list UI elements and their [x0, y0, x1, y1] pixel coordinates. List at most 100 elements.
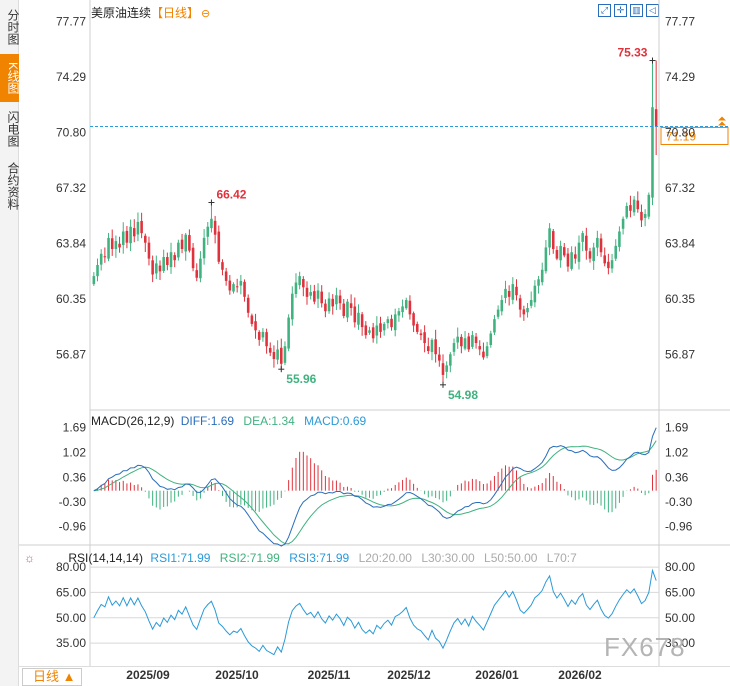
y-tick-label: 56.87: [56, 348, 86, 362]
candle-body: [438, 354, 441, 361]
x-tick-label: 2025/09: [126, 668, 170, 682]
fit-icon[interactable]: ✛: [614, 4, 627, 17]
candle-body: [346, 301, 349, 318]
candle-body: [629, 205, 632, 211]
y-tick-label: 67.32: [56, 181, 86, 195]
candle-body: [272, 351, 276, 360]
sidebar-item-contract-info[interactable]: 合约资料: [6, 162, 20, 210]
y-tick-label: 1.69: [63, 421, 87, 435]
candle-body: [283, 346, 287, 363]
candle-body: [92, 276, 96, 285]
rsi2-value: RSI2:71.99: [219, 551, 280, 565]
y-tick-label: 77.77: [56, 15, 86, 29]
rsi1-value: RSI1:71.99: [150, 551, 211, 565]
y-tick-label: 70.80: [56, 126, 86, 140]
candle-body: [357, 312, 360, 325]
candle-body: [202, 237, 206, 259]
x-tick-label: 2025/12: [387, 668, 431, 682]
candle-body: [452, 343, 456, 352]
candle-body: [551, 231, 555, 250]
y-tick-label: 56.87: [665, 348, 695, 362]
candle-body: [294, 282, 298, 294]
candle-body: [166, 257, 169, 265]
candle-body: [360, 314, 364, 328]
x-tick-label: 2026/02: [558, 668, 602, 682]
candle-body: [158, 265, 162, 272]
diff-line: [93, 427, 657, 547]
y-tick-label: 50.00: [56, 611, 86, 625]
candle-body: [570, 252, 573, 269]
rsi-label: RSI(14,14,14): [68, 551, 144, 565]
candle-body: [140, 220, 143, 234]
candle-body: [257, 331, 261, 340]
candle-body: [287, 317, 290, 349]
candle-body: [603, 255, 606, 264]
candle-body: [625, 206, 629, 218]
y-tick-label: 67.32: [665, 181, 695, 195]
candle-body: [331, 298, 335, 307]
candle-body: [574, 254, 577, 259]
candle-body: [647, 194, 651, 217]
candle-body: [393, 314, 397, 331]
candle-body: [371, 327, 375, 339]
candle-body: [184, 234, 188, 252]
candle-body: [279, 347, 283, 364]
candle-body: [485, 346, 489, 357]
candle-body: [526, 308, 529, 313]
candle-body: [96, 264, 99, 277]
gear-circle-icon[interactable]: ⊖: [201, 8, 211, 20]
candle-body: [364, 325, 368, 336]
candle-body: [368, 330, 371, 333]
candle-body: [463, 338, 467, 349]
candle-body: [327, 298, 331, 312]
chart-icon[interactable]: ▥: [630, 4, 643, 17]
candle-body: [309, 292, 312, 296]
candle-body: [276, 349, 279, 360]
sidebar-item-flash-chart[interactable]: 闪电图: [6, 111, 20, 147]
period-select-button[interactable]: 日线 ▲: [22, 668, 82, 686]
candle-body: [592, 247, 595, 262]
y-tick-label: 35.00: [665, 636, 695, 650]
candle-body: [199, 258, 202, 279]
y-tick-label: 74.29: [56, 70, 86, 84]
y-tick-label: 0.36: [63, 470, 87, 484]
expand-icon[interactable]: ⤢: [598, 4, 611, 17]
candle-body: [596, 237, 599, 248]
candle-body: [427, 346, 430, 352]
candle-body: [239, 280, 243, 286]
y-tick-label: 63.84: [665, 237, 695, 251]
candle-body: [224, 271, 228, 281]
candle-body: [511, 284, 515, 300]
candle-body: [614, 245, 618, 259]
instrument-name: 美原油连续: [91, 6, 152, 20]
candle-body: [210, 218, 213, 229]
candle-body: [213, 220, 217, 235]
y-tick-label: 1.02: [665, 446, 689, 460]
rsi-l70-value: L70:7: [546, 551, 577, 565]
candle-body: [379, 323, 382, 332]
candle-body: [338, 295, 342, 304]
bottom-bar: 日线 ▲: [19, 666, 730, 686]
price-up-icon: [718, 116, 726, 126]
candle-body: [206, 226, 210, 237]
rsi-l30-value: L30:30.00: [421, 551, 475, 565]
candle-body: [581, 233, 584, 242]
rsi-line: [93, 568, 657, 656]
y-tick-label: 0.36: [665, 470, 689, 484]
candle-body: [235, 286, 239, 288]
y-tick-label: -0.96: [59, 519, 87, 533]
y-tick-label: -0.30: [665, 495, 693, 509]
y-tick-label: 80.00: [665, 560, 695, 574]
candle-body: [191, 247, 195, 269]
candle-body: [188, 235, 191, 251]
candle-body: [445, 365, 448, 372]
candle-body: [324, 303, 327, 312]
sidebar-item-kline-chart[interactable]: K线图: [0, 54, 20, 102]
chart-title: 美原油连续【日线】 ⊖: [91, 4, 210, 21]
sun-gear-icon[interactable]: ☼: [24, 551, 35, 565]
candle-body: [103, 256, 107, 258]
sidebar-item-time-chart[interactable]: 分时图: [6, 9, 20, 45]
macd-dea-value: DEA:1.34: [243, 414, 295, 428]
candle-body: [349, 303, 353, 309]
